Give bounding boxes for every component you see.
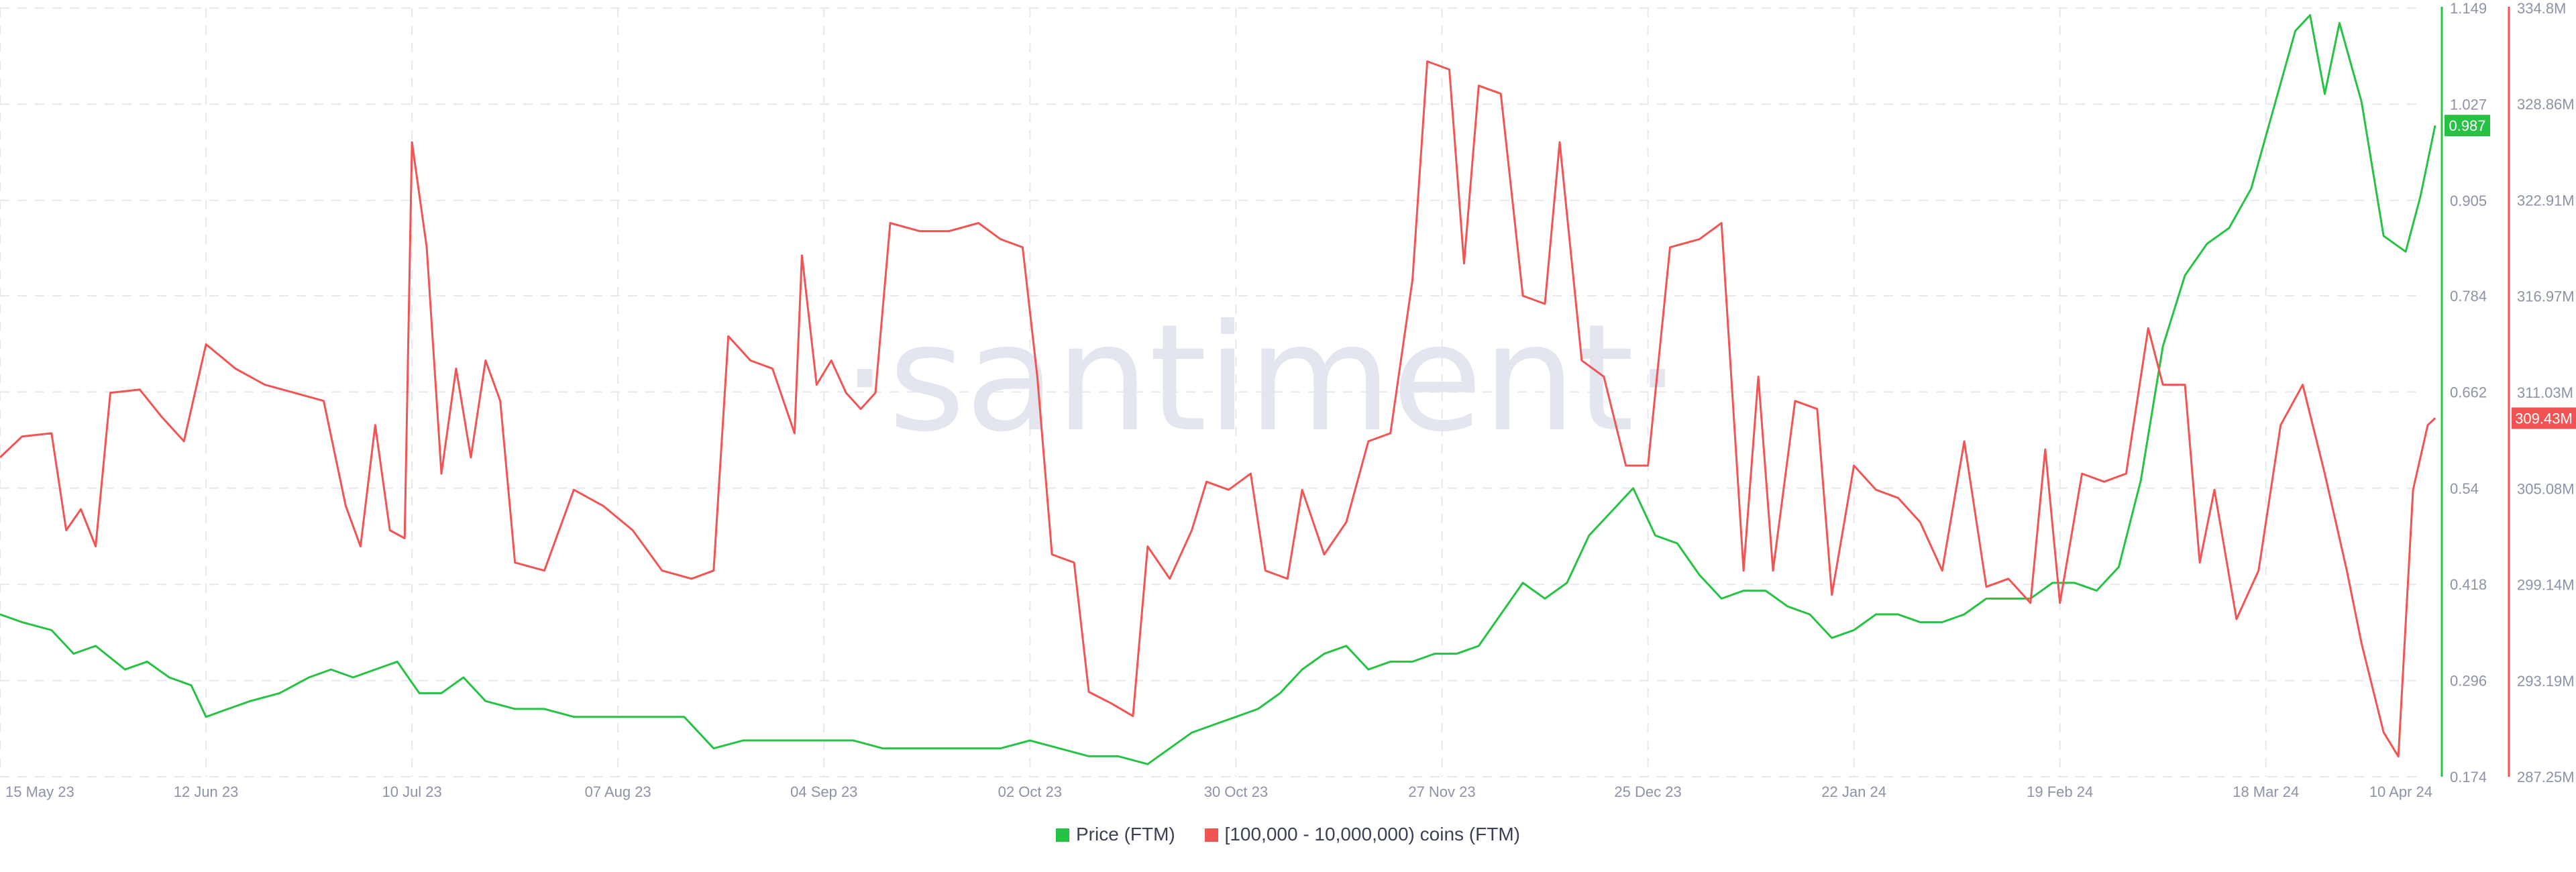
chart-legend: Price (FTM) [100,000 - 10,000,000) coins… bbox=[0, 824, 2576, 845]
holders-axis-tick-label: 293.19M bbox=[2517, 673, 2575, 690]
price-axis-tick-label: 0.662 bbox=[2450, 384, 2487, 400]
santiment-watermark: ·santiment· bbox=[841, 292, 1680, 464]
holders-axis-tick-label: 299.14M bbox=[2517, 576, 2575, 593]
x-axis-tick-label: 02 Oct 23 bbox=[998, 783, 1062, 800]
x-axis-tick-label: 25 Dec 23 bbox=[1614, 783, 1681, 800]
holders-axis-tick-label: 305.08M bbox=[2517, 480, 2575, 497]
price-axis-tick-label: 0.418 bbox=[2450, 576, 2487, 593]
axes: 1.149 1.027 0.905 0.784 0.662 0.54 0.418 0.296 0… bbox=[5, 0, 2576, 800]
x-axis-tick-label: 18 Mar 24 bbox=[2233, 783, 2299, 800]
x-axis-tick-label: 10 Apr 24 bbox=[2369, 783, 2432, 800]
holders-axis-tick-label: 328.86M bbox=[2517, 96, 2575, 113]
holders-axis-tick-label: 316.97M bbox=[2517, 288, 2575, 305]
price-axis-tick-label: 0.905 bbox=[2450, 193, 2487, 209]
x-axis-tick-label: 15 May 23 bbox=[5, 783, 74, 800]
x-axis-tick-label: 04 Sep 23 bbox=[790, 783, 857, 800]
holders-axis-tick-label: 334.8M bbox=[2517, 0, 2566, 17]
holders-last-value-text: 309.43M bbox=[2515, 410, 2573, 427]
legend-label-price: Price (FTM) bbox=[1076, 824, 1175, 844]
price-axis-tick-label: 1.149 bbox=[2450, 0, 2487, 17]
x-axis-tick-label: 27 Nov 23 bbox=[1408, 783, 1475, 800]
holders-axis-tick-label: 287.25M bbox=[2517, 769, 2575, 785]
x-axis-tick-label: 07 Aug 23 bbox=[585, 783, 651, 800]
holders-axis-tick-label: 311.03M bbox=[2517, 384, 2573, 401]
x-axis-tick-label: 19 Feb 24 bbox=[2027, 783, 2093, 800]
x-axis-tick-label: 22 Jan 24 bbox=[1821, 783, 1886, 800]
price-axis-tick-label: 0.54 bbox=[2450, 480, 2479, 497]
x-axis-tick-label: 30 Oct 23 bbox=[1204, 783, 1268, 800]
price-series-line bbox=[0, 14, 2436, 765]
price-axis-tick-label: 0.784 bbox=[2450, 288, 2487, 305]
legend-swatch-price bbox=[1056, 828, 1069, 842]
legend-item-holders[interactable]: [100,000 - 10,000,000) coins (FTM) bbox=[1204, 824, 1520, 845]
legend-item-price[interactable]: Price (FTM) bbox=[1056, 824, 1175, 845]
price-axis-tick-label: 1.027 bbox=[2450, 96, 2487, 113]
x-axis-tick-label: 10 Jul 23 bbox=[382, 783, 441, 800]
holders-axis-tick-label: 322.91M bbox=[2517, 193, 2575, 209]
series-lines bbox=[0, 14, 2436, 765]
x-axis-tick-label: 12 Jun 23 bbox=[174, 783, 239, 800]
price-axis-tick-label: 0.296 bbox=[2450, 673, 2487, 690]
holders-series-line bbox=[0, 60, 2436, 758]
price-last-value-text: 0.987 bbox=[2449, 117, 2485, 134]
price-last-value-badge bbox=[2445, 115, 2490, 137]
price-axis-tick-label: 0.174 bbox=[2450, 769, 2487, 785]
legend-label-holders: [100,000 - 10,000,000) coins (FTM) bbox=[1224, 824, 1520, 844]
holders-last-value-badge bbox=[2512, 407, 2576, 429]
legend-swatch-holders bbox=[1204, 828, 1218, 842]
